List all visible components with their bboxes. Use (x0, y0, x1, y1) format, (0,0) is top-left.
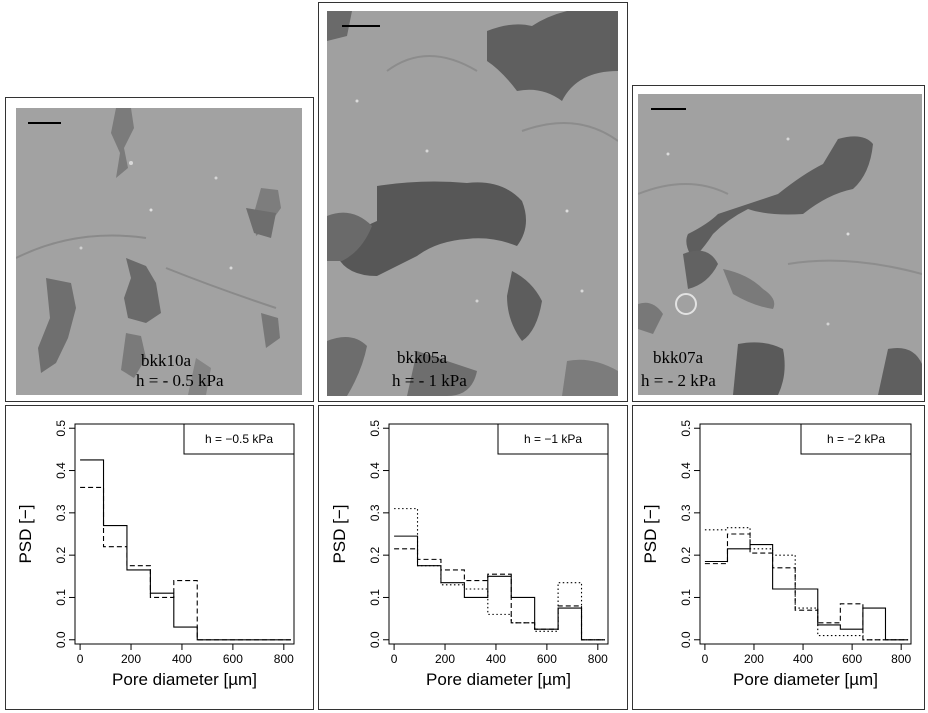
y-tick-label: 0.2 (679, 546, 693, 563)
y-axis-label: PSD [−] (330, 504, 349, 563)
x-tick-label: 600 (537, 652, 557, 666)
series-solid-line (704, 544, 909, 641)
plot-area (74, 423, 295, 645)
micrograph-image-3 (638, 94, 922, 395)
psd-chart-frame-3: 0 200 400 600 800 0.0 0.1 0.2 0.3 0.4 0.5 Pore diam… (632, 405, 925, 710)
micrograph-svg-1 (16, 108, 302, 395)
x-tick-label: 0 (702, 652, 709, 666)
x-tick-label: 400 (172, 652, 192, 666)
y-tick-label: 0.4 (679, 462, 693, 479)
legend-box (800, 423, 912, 455)
y-tick-label: 0.3 (679, 504, 693, 521)
x-axis-label: Pore diameter [µm] (733, 670, 878, 689)
x-tick-label: 400 (486, 652, 506, 666)
y-tick-label: 0.4 (368, 462, 382, 479)
micrograph-image-1 (16, 108, 302, 395)
x-tick-label: 600 (223, 652, 243, 666)
y-tick-label: 0.0 (679, 631, 693, 648)
x-tick-label: 200 (435, 652, 455, 666)
y-tick-label: 0.3 (54, 504, 68, 521)
pressure-label-1: h = - 0.5 kPa (136, 371, 224, 390)
micrograph-frame-1: bkk10a h = - 0.5 kPa (5, 97, 314, 402)
y-tick-label: 0.3 (368, 504, 382, 521)
y-tick-label: 0.1 (679, 589, 693, 606)
y-tick-label: 0.5 (54, 420, 68, 437)
legend-label: h = −1 kPa (524, 432, 582, 446)
series-dashed-line (394, 548, 605, 641)
micrograph-svg-3 (638, 94, 922, 395)
x-tick-label: 800 (891, 652, 911, 666)
y-tick-label: 0.5 (679, 420, 693, 437)
psd-chart-frame-1: 0 200 400 600 800 0.0 0.1 0.2 0.3 0.4 0.5 Pore diam… (5, 405, 314, 710)
scale-bar-2 (342, 25, 380, 27)
y-tick-label: 0.5 (368, 420, 382, 437)
x-tick-label: 0 (77, 652, 84, 666)
micrograph-frame-2: bkk05a h = - 1 kPa (318, 2, 628, 402)
sample-label-3: bkk07a (653, 348, 704, 367)
x-tick-label: 800 (274, 652, 294, 666)
plot-area (388, 423, 609, 645)
psd-chart-1: 0 200 400 600 800 0.0 0.1 0.2 0.3 0.4 0.5 Pore diam… (16, 420, 295, 689)
x-tick-label: 0 (391, 652, 398, 666)
y-tick-label: 0.2 (368, 546, 382, 563)
psd-chart-3: 0 200 400 600 800 0.0 0.1 0.2 0.3 0.4 0.5 Pore diam… (641, 420, 912, 689)
series-dotted-line (394, 508, 605, 641)
x-tick-label: 400 (793, 652, 813, 666)
psd-chart-frame-2: 0 200 400 600 800 0.0 0.1 0.2 0.3 0.4 0.5 Pore diam… (318, 405, 628, 710)
y-axis-label: PSD [−] (16, 504, 35, 563)
legend-box (183, 423, 295, 455)
scale-bar-3 (651, 108, 686, 110)
y-tick-label: 0.2 (54, 546, 68, 563)
x-tick-label: 600 (842, 652, 862, 666)
legend-label: h = −0.5 kPa (205, 432, 273, 446)
x-axis-label: Pore diameter [µm] (112, 670, 257, 689)
x-tick-label: 800 (588, 652, 608, 666)
y-tick-label: 0.4 (54, 462, 68, 479)
series-solid-line (394, 535, 605, 641)
micrograph-svg-2 (327, 11, 618, 396)
y-tick-label: 0.0 (368, 631, 382, 648)
scale-bar-1 (28, 122, 61, 124)
pressure-label-3: h = - 2 kPa (641, 371, 716, 390)
series-dotted-line (704, 527, 909, 641)
series-dashed-line (704, 533, 909, 641)
y-tick-label: 0.1 (368, 589, 382, 606)
sample-label-1: bkk10a (141, 351, 192, 370)
x-axis-label: Pore diameter [µm] (426, 670, 571, 689)
x-tick-label: 200 (744, 652, 764, 666)
legend-box (497, 423, 609, 455)
series-dashed-line (80, 486, 291, 641)
x-tick-label: 200 (121, 652, 141, 666)
sample-label-2: bkk05a (397, 348, 448, 367)
legend-label: h = −2 kPa (827, 432, 885, 446)
series-solid-line (80, 459, 291, 641)
micrograph-image-2 (327, 11, 618, 396)
y-axis-label: PSD [−] (641, 504, 660, 563)
micrograph-frame-3: bkk07a h = - 2 kPa (632, 85, 925, 402)
y-tick-label: 0.1 (54, 589, 68, 606)
y-tick-label: 0.0 (54, 631, 68, 648)
psd-chart-2: 0 200 400 600 800 0.0 0.1 0.2 0.3 0.4 0.5 Pore diam… (330, 420, 609, 689)
pressure-label-2: h = - 1 kPa (392, 371, 467, 390)
